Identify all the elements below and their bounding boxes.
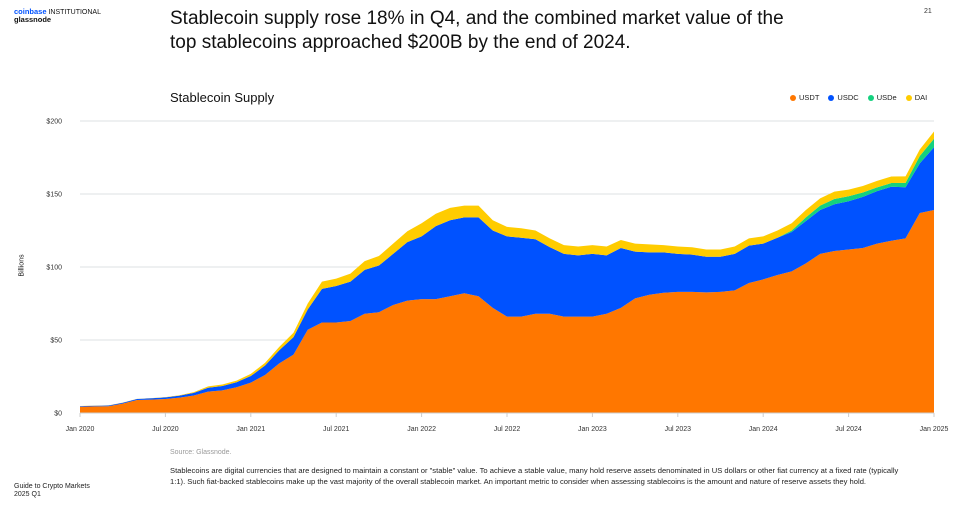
x-tick-label: Jan 2023 — [578, 426, 607, 433]
page-number: 21 — [924, 8, 932, 15]
y-tick-label: $150 — [46, 192, 62, 199]
source-note: Source: Glassnode. — [170, 449, 232, 456]
x-tick-label: Jul 2020 — [152, 426, 179, 433]
y-tick-label: $200 — [46, 119, 62, 126]
coinbase-logo: coinbase INSTITUTIONAL — [14, 7, 101, 16]
x-tick-label: Jan 2020 — [66, 426, 95, 433]
body-text: Stablecoins are digital currencies that … — [170, 466, 899, 486]
legend-item-usde: USDe — [867, 93, 897, 102]
legend-swatch — [867, 94, 874, 101]
footer-edition: 2025 Q1 — [14, 491, 41, 498]
legend-item-dai: DAI — [905, 93, 927, 102]
x-tick-label: Jul 2024 — [835, 426, 862, 433]
legend-swatch — [905, 94, 912, 101]
legend-item-usdt: USDT — [790, 93, 819, 102]
footer: Guide to Crypto Markets 2025 Q1 — [14, 483, 90, 499]
x-tick-label: Jan 2025 — [920, 426, 949, 433]
x-tick-label: Jan 2022 — [407, 426, 436, 433]
area-usdc — [80, 147, 934, 407]
legend: USDT USDC USDe DAI — [790, 93, 927, 102]
area-usdt — [80, 210, 934, 413]
glassnode-logo: glassnode — [14, 15, 52, 24]
y-tick-label: $50 — [50, 338, 62, 345]
legend-swatch — [828, 94, 835, 101]
x-tick-label: Jul 2023 — [665, 426, 692, 433]
x-tick-label: Jan 2024 — [749, 426, 778, 433]
chart-title: Stablecoin Supply — [170, 90, 275, 105]
footer-title: Guide to Crypto Markets — [14, 483, 90, 490]
legend-swatch — [790, 94, 796, 101]
legend-item-usdc: USDC — [828, 93, 859, 102]
y-tick-label: $100 — [46, 265, 62, 272]
y-tick-label: $0 — [54, 411, 62, 418]
x-tick-label: Jul 2022 — [494, 426, 521, 433]
x-tick-label: Jul 2021 — [323, 426, 350, 433]
x-tick-label: Jan 2021 — [236, 426, 265, 433]
stacked-area-chart: $0 $50 $100 $150 $200 Jan 2020 Jul 2020 Jan 202… — [46, 119, 949, 434]
headline: Stablecoin supply rose 18% in Q4, and th… — [170, 8, 784, 53]
